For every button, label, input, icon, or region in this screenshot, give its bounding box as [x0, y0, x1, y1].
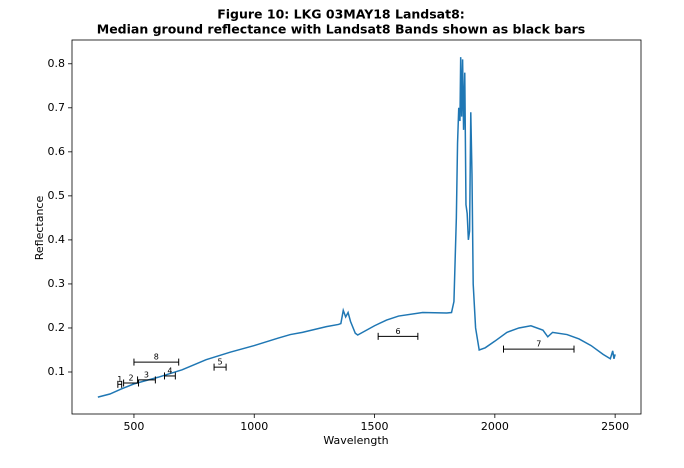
- band-label: 7: [536, 340, 541, 349]
- y-tick-label: 0.5: [48, 189, 66, 202]
- band-label: 8: [154, 353, 159, 362]
- x-axis-label: Wavelength: [323, 434, 388, 447]
- band-bar: [377, 332, 419, 340]
- band-label: 3: [144, 370, 149, 379]
- band-bar: [117, 380, 123, 388]
- band-bar: [123, 379, 140, 387]
- y-tick-label: 0.2: [48, 321, 66, 334]
- band-label: 2: [129, 374, 134, 383]
- band-bar: [164, 372, 176, 380]
- y-tick-label: 0.3: [48, 277, 66, 290]
- band-label: 1: [117, 375, 122, 384]
- band-bar: [137, 376, 156, 384]
- chart-title: Figure 10: LKG 03MAY18 Landsat8:: [217, 7, 465, 22]
- band-bar: [503, 345, 575, 353]
- plot-frame: [71, 39, 642, 415]
- band-bar: [133, 358, 180, 366]
- x-tick-label: 2000: [481, 420, 509, 433]
- y-tick-label: 0.6: [48, 145, 66, 158]
- x-tick-label: 1000: [240, 420, 268, 433]
- y-tick-label: 0.7: [48, 101, 66, 114]
- chart-subtitle: Median ground reflectance with Landsat8 …: [97, 22, 585, 37]
- band-label: 4: [167, 366, 172, 375]
- spectrum-line: [97, 57, 616, 398]
- band-label: 5: [218, 358, 223, 367]
- y-tick-label: 0.4: [48, 233, 66, 246]
- y-tick-label: 0.1: [48, 365, 66, 378]
- x-tick-label: 500: [123, 420, 144, 433]
- x-tick-label: 2500: [601, 420, 629, 433]
- band-bar: [213, 363, 227, 371]
- x-tick-label: 1500: [361, 420, 389, 433]
- y-tick-label: 0.8: [48, 57, 66, 70]
- band-label: 6: [395, 327, 400, 336]
- y-axis-label: Reflectance: [33, 196, 46, 261]
